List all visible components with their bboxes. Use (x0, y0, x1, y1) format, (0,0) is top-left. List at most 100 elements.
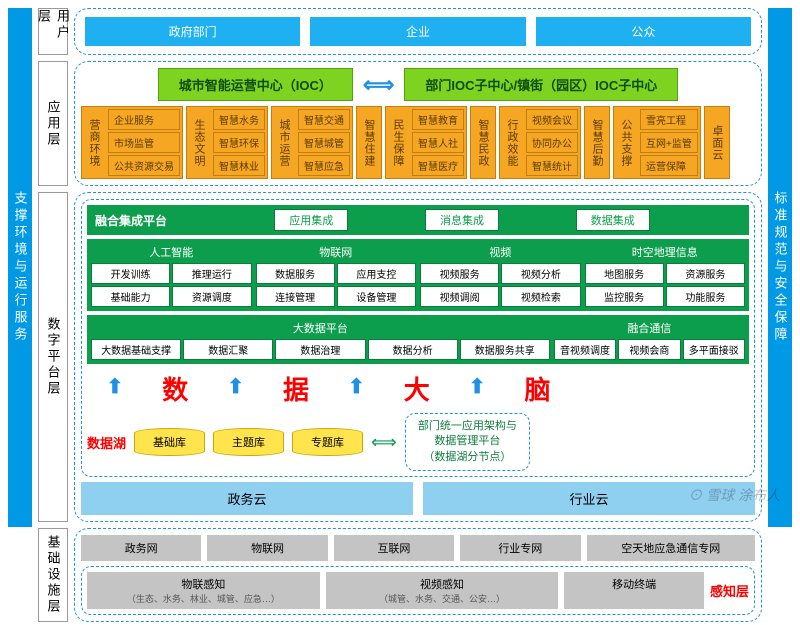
plat-cell: 监控服务 (585, 286, 664, 307)
app-cell: 互网+监管 (640, 132, 698, 153)
up-arrow-icon: ⬆ (469, 374, 486, 411)
plat-cell: 视频分析 (501, 263, 580, 284)
app-cell: 协同办公 (526, 132, 578, 153)
app-cell: 公共资源交易 (108, 155, 180, 176)
sense-0: 物联感知 （生态、水务、林业、城管、应急…） (87, 572, 320, 609)
net-box-4: 空天地应急通信专网 (587, 535, 756, 561)
app-group-1: 生态文明智慧水务智慧环保智慧林业 (186, 106, 268, 179)
sense-1: 视频感知 （城管、水务、交通、公安…） (326, 572, 559, 609)
right-sidebar: 标准规范与安全保障 (768, 8, 792, 527)
plat-cell: 视频检索 (501, 286, 580, 307)
app-cell: 智慧统计 (526, 155, 578, 176)
app-cell: 智慧应急 (298, 155, 350, 176)
app-group-5: 智慧民政 (470, 106, 496, 179)
app-group-4: 民生保障智慧教育智慧人社智慧医疗 (385, 106, 467, 179)
platform-layer-label: 数字平台层 (38, 192, 68, 522)
app-group-3: 智慧住建 (356, 106, 382, 179)
net-box-3: 行业专网 (460, 535, 580, 561)
plat-cell: 资源服务 (666, 263, 745, 284)
plat-cell: 视频服务 (420, 263, 499, 284)
app-cell: 运营保障 (640, 155, 698, 176)
app-group-title: 行政效能 (500, 107, 524, 178)
cloud-row: 政务云 行业云 (81, 482, 755, 515)
net-box-2: 互联网 (334, 535, 454, 561)
plat-group-3: 时空地理信息地图服务资源服务监控服务功能服务 (585, 243, 746, 307)
plat-group-title: 融合通信 (554, 319, 745, 337)
fusion-dash: 融合集成平台 应用集成 消息集成 数据集成 人工智能开发训练推理运行基础能力资源… (81, 199, 755, 477)
app-group-title: 卓面云 (705, 107, 729, 178)
sense-dash: 物联感知 （生态、水务、林业、城管、应急…） 视频感知 （城管、水务、交通、公安… (81, 566, 755, 615)
plat-group-0: 人工智能开发训练推理运行基础能力资源调度 (91, 243, 252, 307)
cyl-2: 专题库 (292, 428, 363, 456)
big-text: ⬆ 数 ⬆ 据 ⬆ 大 ⬆ 脑 (87, 368, 749, 409)
app-cell: 视频会议 (526, 109, 578, 130)
ioc-sub: 部门IOC子中心/镇街（园区）IOC子中心 (404, 68, 678, 101)
plat-cell: 数据服务共享 (460, 339, 550, 360)
ioc-center: 城市智能运营中心（IOC） (158, 68, 353, 101)
user-box-pub: 公众 (536, 17, 751, 46)
app-group-title: 民生保障 (386, 107, 410, 178)
user-box-ent: 企业 (310, 17, 525, 46)
plat-cell: 视频调阅 (420, 286, 499, 307)
dept-box: 部门统一应用架构与数据管理平台（数据湖分节点） (405, 413, 530, 471)
cloud-gov: 政务云 (81, 482, 413, 515)
plat-group-1: 物联网数据服务应用支控连接管理设备管理 (256, 243, 417, 307)
app-group-title: 营商环境 (82, 107, 106, 178)
diagram-root: 支撑环境与运行服务 用户层 政府部门 企业 公众 应用层 城市智能运营中心（IO… (0, 0, 800, 535)
plat-cell: 推理运行 (172, 263, 251, 284)
plat-cell: 资源调度 (172, 286, 251, 307)
plat-cell: 视频会商 (618, 339, 680, 360)
cyl-1: 主题库 (213, 428, 284, 456)
platform-layer: 数字平台层 融合集成平台 应用集成 消息集成 数据集成 人工智能开发训练推理运行… (38, 192, 762, 522)
app-cell: 智慧人社 (412, 132, 464, 153)
app-cell: 市场监管 (108, 132, 180, 153)
cloud-ind: 行业云 (423, 482, 755, 515)
plat-cell: 数据治理 (275, 339, 365, 360)
left-sidebar: 支撑环境与运行服务 (8, 8, 32, 527)
app-cell: 企业服务 (108, 109, 180, 130)
fusion-btn-1: 消息集成 (425, 209, 499, 231)
plat-cell: 地图服务 (585, 263, 664, 284)
app-group-6: 行政效能视频会议协同办公智慧统计 (499, 106, 581, 179)
plat-cell: 基础能力 (91, 286, 170, 307)
fusion-btn-2: 数据集成 (576, 209, 650, 231)
app-group-9: 卓面云 (704, 106, 730, 179)
up-arrow-icon: ⬆ (106, 374, 123, 411)
datalake-label: 数据湖 (87, 433, 126, 452)
infra-layer-label: 基础设施层 (38, 528, 68, 622)
user-box-gov: 政府部门 (85, 17, 300, 46)
app-group-title: 智慧住建 (357, 107, 381, 178)
sense-label: 感知层 (710, 581, 749, 600)
app-cell: 智慧环保 (213, 132, 265, 153)
plat-cell: 数据汇聚 (183, 339, 273, 360)
plat-group-title: 物联网 (256, 243, 417, 261)
net-box-1: 物联网 (207, 535, 327, 561)
up-arrow-icon: ⬆ (348, 374, 365, 411)
plat-group-title: 人工智能 (91, 243, 252, 261)
app-cell: 智慧城管 (298, 132, 350, 153)
app-group-title: 智慧民政 (471, 107, 495, 178)
app-cell: 智慧林业 (213, 155, 265, 176)
app-cell: 智慧交通 (298, 109, 350, 130)
plat-cell: 音视频调度 (554, 339, 616, 360)
plat-cell: 多平面接驳 (683, 339, 745, 360)
plat-cell: 功能服务 (666, 286, 745, 307)
app-cell: 雪亮工程 (640, 109, 698, 130)
app-cell: 智慧医疗 (412, 155, 464, 176)
plat-cell: 连接管理 (256, 286, 335, 307)
app-layer-label: 应用层 (38, 61, 68, 186)
app-group-2: 城市运营智慧交通智慧城管智慧应急 (271, 106, 353, 179)
net-box-0: 政务网 (81, 535, 201, 561)
plat-group-bd: 大数据平台大数据基础支撑数据汇聚数据治理数据分析数据服务共享 (91, 319, 550, 360)
app-group-title: 公共支撑 (614, 107, 638, 178)
plat-group-bd: 融合通信音视频调度视频会商多平面接驳 (554, 319, 745, 360)
user-layer-label: 用户层 (38, 8, 68, 55)
plat-cell: 开发训练 (91, 263, 170, 284)
plat-group-title: 视频 (420, 243, 581, 261)
up-arrow-icon: ⬆ (227, 374, 244, 411)
app-group-title: 智慧后勤 (585, 107, 609, 178)
app-group-title: 城市运营 (272, 107, 296, 178)
app-cell: 智慧水务 (213, 109, 265, 130)
app-group-7: 智慧后勤 (584, 106, 610, 179)
plat-group-2: 视频视频服务视频分析视频调阅视频检索 (420, 243, 581, 307)
